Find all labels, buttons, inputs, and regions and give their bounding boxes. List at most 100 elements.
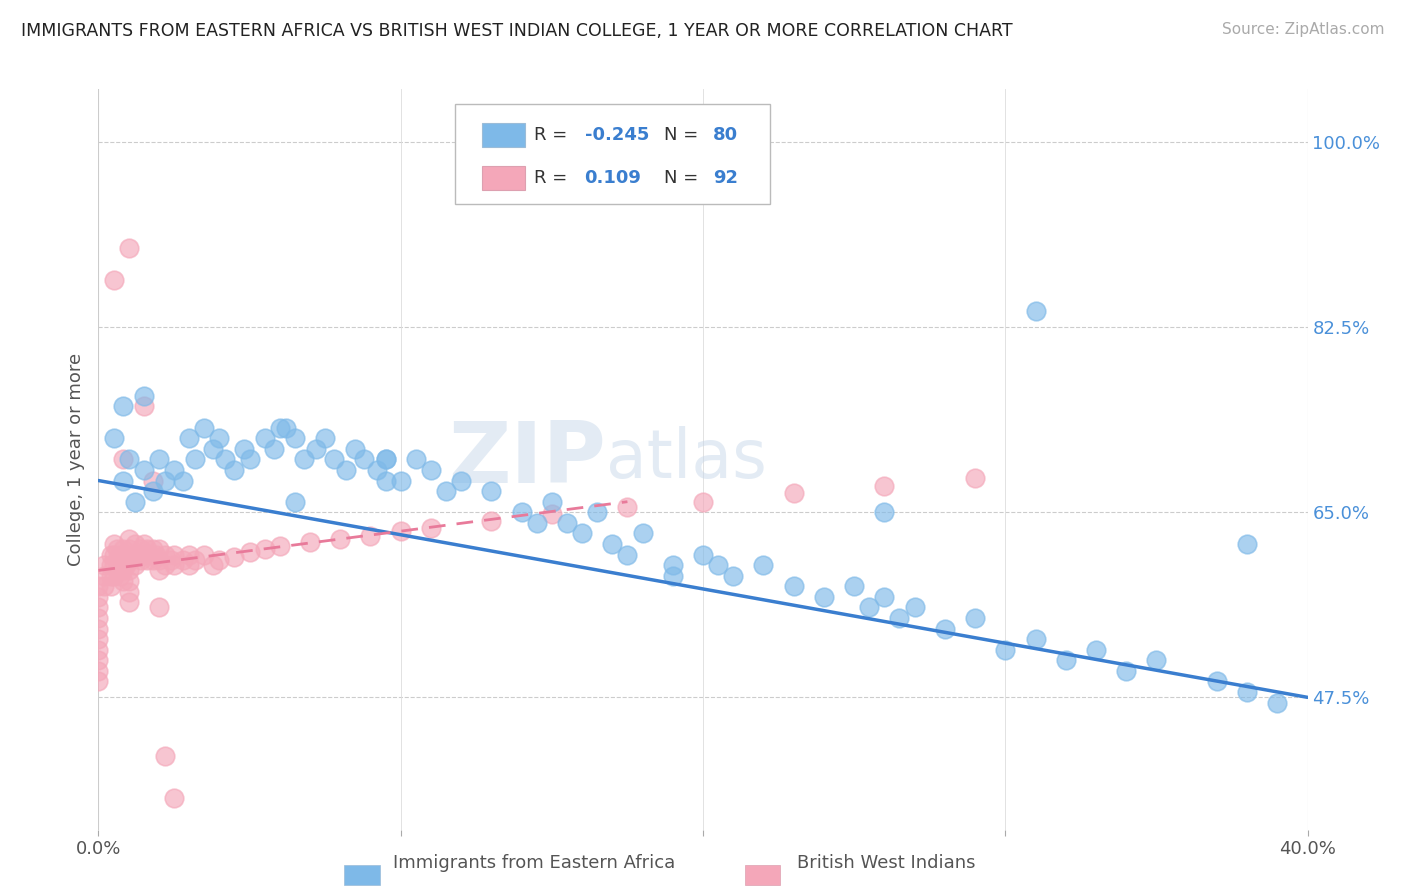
Point	[87, 632, 110, 647]
Point	[111, 564, 134, 578]
Point	[108, 568, 131, 582]
Point	[934, 622, 956, 636]
Point	[87, 600, 110, 615]
Point	[118, 532, 141, 546]
Point	[284, 494, 307, 508]
Point	[111, 542, 134, 557]
Point	[105, 564, 128, 578]
Point	[103, 537, 125, 551]
Point	[571, 526, 593, 541]
Point	[153, 748, 176, 763]
Text: 0.109: 0.109	[585, 169, 641, 186]
Point	[163, 790, 186, 805]
Point	[208, 553, 231, 567]
Point	[214, 452, 236, 467]
Point	[965, 611, 987, 625]
Point	[118, 241, 141, 255]
Point	[179, 548, 201, 562]
Point	[132, 463, 155, 477]
Point	[873, 590, 896, 604]
Point	[692, 548, 714, 562]
Point	[329, 532, 352, 546]
Point	[148, 542, 170, 557]
Text: British West Indians: British West Indians	[797, 855, 974, 872]
Point	[93, 568, 115, 582]
Point	[111, 400, 134, 414]
Text: N =: N =	[664, 169, 704, 186]
Point	[132, 400, 155, 414]
Point	[100, 568, 122, 582]
Point	[274, 420, 297, 434]
Point	[510, 505, 533, 519]
Point	[135, 553, 157, 567]
Point	[100, 579, 122, 593]
Point	[118, 564, 141, 578]
Point	[752, 558, 775, 573]
Point	[124, 494, 146, 508]
Text: R =: R =	[534, 127, 572, 145]
Point	[299, 534, 322, 549]
Point	[239, 452, 262, 467]
Point	[208, 431, 231, 445]
Point	[124, 558, 146, 573]
Point	[1054, 653, 1077, 667]
Point	[1144, 653, 1167, 667]
Point	[87, 622, 110, 636]
Point	[253, 431, 276, 445]
Point	[269, 539, 291, 553]
Point	[100, 548, 122, 562]
Point	[481, 484, 503, 499]
Point	[1115, 664, 1137, 678]
Point	[139, 548, 162, 562]
Point	[179, 558, 201, 573]
Point	[1236, 537, 1258, 551]
FancyBboxPatch shape	[456, 104, 769, 204]
Point	[292, 452, 315, 467]
Point	[114, 558, 136, 573]
Point	[889, 611, 911, 625]
Point	[100, 558, 122, 573]
Point	[142, 542, 165, 557]
Point	[87, 653, 110, 667]
Point	[692, 494, 714, 508]
Point	[904, 600, 927, 615]
Point	[172, 553, 194, 567]
Point	[224, 549, 246, 564]
Point	[540, 508, 562, 522]
Point	[844, 579, 866, 593]
Point	[1267, 696, 1289, 710]
Text: Immigrants from Eastern Africa: Immigrants from Eastern Africa	[394, 855, 675, 872]
Point	[124, 537, 146, 551]
Point	[232, 442, 254, 456]
Point	[118, 574, 141, 588]
Point	[132, 537, 155, 551]
Y-axis label: College, 1 year or more: College, 1 year or more	[66, 353, 84, 566]
Point	[148, 600, 170, 615]
Point	[873, 479, 896, 493]
Point	[105, 542, 128, 557]
Point	[108, 558, 131, 573]
Point	[172, 474, 194, 488]
Point	[374, 452, 396, 467]
Point	[202, 442, 225, 456]
Point	[253, 542, 276, 557]
Point	[87, 611, 110, 625]
Point	[103, 558, 125, 573]
Point	[87, 590, 110, 604]
Point	[965, 471, 987, 485]
Point	[420, 521, 443, 535]
Point	[1206, 674, 1229, 689]
Point	[118, 595, 141, 609]
Point	[153, 474, 176, 488]
Point	[389, 474, 412, 488]
Point	[105, 553, 128, 567]
Point	[661, 558, 683, 573]
Point	[87, 674, 110, 689]
Point	[103, 431, 125, 445]
Point	[93, 579, 115, 593]
Point	[1085, 642, 1108, 657]
Point	[305, 442, 328, 456]
Point	[813, 590, 835, 604]
Point	[263, 442, 285, 456]
Point	[142, 484, 165, 499]
